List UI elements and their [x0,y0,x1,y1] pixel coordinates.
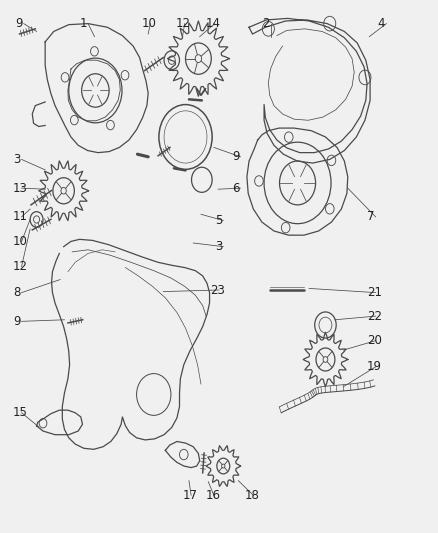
Text: 16: 16 [205,489,220,502]
Text: 12: 12 [176,17,191,30]
Text: 2: 2 [262,17,269,30]
Text: 3: 3 [215,240,222,253]
Text: 5: 5 [215,214,222,227]
Text: 10: 10 [13,235,28,248]
Text: 8: 8 [13,286,20,299]
Text: 6: 6 [232,182,240,195]
Text: 4: 4 [378,17,385,30]
Text: 9: 9 [232,150,240,163]
Text: 9: 9 [15,17,23,30]
Text: 17: 17 [183,489,198,502]
Text: 19: 19 [367,360,382,373]
Text: 7: 7 [367,211,374,223]
Text: 15: 15 [13,406,28,419]
Text: 9: 9 [13,315,21,328]
Text: 21: 21 [367,286,382,299]
Text: 3: 3 [13,153,20,166]
Text: 12: 12 [13,260,28,273]
Text: 11: 11 [13,211,28,223]
Text: 14: 14 [206,17,221,30]
Text: 23: 23 [210,284,225,296]
Text: 18: 18 [245,489,260,502]
Text: 22: 22 [367,310,382,322]
Text: 13: 13 [13,182,28,195]
Text: 10: 10 [142,17,157,30]
Text: 1: 1 [79,17,87,30]
Text: 20: 20 [367,334,382,347]
